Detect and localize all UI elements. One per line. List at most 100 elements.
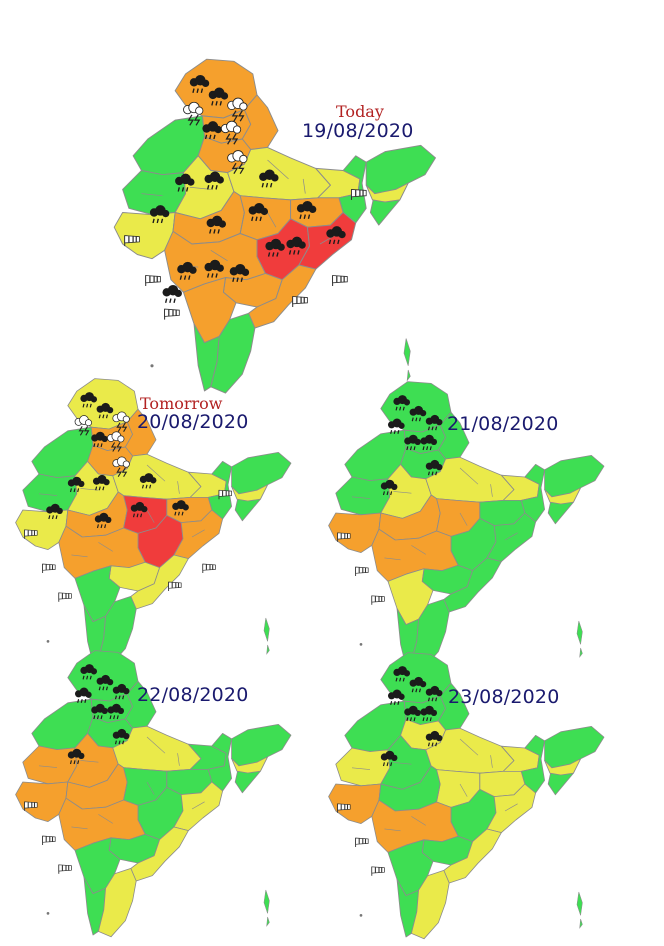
- district-border: [315, 168, 331, 186]
- district-border: [459, 467, 479, 485]
- rain-cloud-icon: [91, 431, 108, 448]
- district-border: [123, 781, 128, 801]
- island: [263, 889, 270, 914]
- windsock-icon: [332, 275, 348, 286]
- region-assam_band: [365, 182, 409, 203]
- district-border: [501, 474, 515, 490]
- rain-cloud-icon: [149, 205, 170, 224]
- region-odisha: [298, 212, 357, 270]
- district-border: [420, 494, 432, 512]
- island: [406, 369, 411, 382]
- region-rajasthan_w: [22, 473, 78, 513]
- rain-cloud-icon: [393, 666, 411, 682]
- district-border: [146, 736, 166, 754]
- district-border: [188, 471, 202, 487]
- district-border: [80, 760, 99, 763]
- district-border: [137, 547, 146, 563]
- district-border: [393, 491, 412, 494]
- district-border: [459, 783, 468, 797]
- island: [263, 617, 270, 642]
- district-border: [411, 545, 426, 555]
- island-dot: [46, 640, 50, 643]
- rain-cloud-icon: [208, 87, 229, 106]
- district-border: [223, 277, 226, 293]
- windsock-icon: [355, 566, 369, 576]
- rain-cloud-icon: [74, 687, 92, 703]
- region-andhra: [130, 826, 189, 882]
- rain-cloud-icon: [92, 474, 110, 491]
- rain-cloud-icon: [96, 402, 114, 419]
- windsock-icon: [292, 296, 308, 307]
- district-border: [172, 212, 176, 232]
- date-label-day-4: 22/08/2020: [137, 684, 249, 706]
- rain-cloud-icon: [286, 236, 306, 255]
- district-border: [393, 762, 412, 765]
- region-rajasthan_w: [335, 747, 391, 787]
- district-border: [396, 879, 407, 896]
- island: [579, 918, 583, 929]
- rain-cloud-icon: [130, 501, 148, 518]
- india-map: [328, 652, 605, 940]
- india-map: [328, 381, 605, 669]
- rain-cloud-icon: [387, 689, 405, 705]
- district-border: [384, 557, 401, 561]
- region-northeast: [231, 723, 292, 794]
- map-day-3: [325, 378, 609, 675]
- district-border: [108, 565, 112, 579]
- windsock-icon: [371, 866, 385, 876]
- rain-cloud-icon: [177, 261, 197, 280]
- rain-cloud-icon: [409, 676, 427, 693]
- region-assam_band: [544, 487, 581, 505]
- region-odisha: [486, 783, 536, 834]
- rain-cloud-icon: [94, 512, 112, 529]
- map-today: [110, 55, 442, 402]
- district-border: [378, 783, 382, 801]
- india-map: [15, 378, 292, 666]
- windsock-icon: [124, 235, 140, 247]
- island-dot: [46, 912, 50, 915]
- rain-cloud-icon: [380, 750, 398, 767]
- region-andhra: [248, 264, 317, 329]
- date-label-day-3: 21/08/2020: [447, 413, 559, 435]
- windsock-icon: [337, 803, 351, 813]
- rain-cloud-icon: [404, 434, 421, 451]
- region-gujarat: [15, 781, 69, 823]
- date-label-day-5: 23/08/2020: [448, 686, 560, 708]
- thunderstorm-cloud-icon: [183, 101, 204, 126]
- rain-cloud-icon: [80, 392, 98, 408]
- region-tamilnadu: [210, 312, 256, 394]
- district-border: [421, 568, 425, 582]
- island: [579, 647, 583, 658]
- district-border: [98, 814, 113, 824]
- rain-cloud-icon: [259, 169, 279, 188]
- date-label-tomorrow: 20/08/2020: [137, 411, 249, 433]
- map-day-5: [325, 649, 609, 946]
- district-border: [38, 765, 58, 768]
- district-border: [65, 509, 69, 527]
- region-odisha: [173, 509, 223, 560]
- rain-cloud-icon: [204, 259, 224, 278]
- rain-cloud-icon: [139, 473, 157, 489]
- region-tamilnadu: [97, 867, 137, 938]
- windsock-icon: [202, 563, 216, 573]
- district-border: [87, 733, 99, 747]
- district-border: [411, 816, 426, 826]
- district-border: [65, 781, 69, 799]
- rain-cloud-icon: [162, 284, 182, 303]
- region-tamilnadu: [410, 869, 450, 940]
- map-day-4: [12, 647, 296, 944]
- thunderstorm-cloud-icon: [74, 415, 93, 436]
- district-border: [191, 801, 205, 810]
- district-border: [107, 491, 119, 509]
- date-label-today: 19/08/2020: [302, 120, 414, 142]
- district-border: [146, 509, 155, 523]
- windsock-icon: [337, 532, 351, 542]
- district-border: [490, 755, 493, 768]
- district-border: [302, 178, 306, 194]
- region-northeast: [544, 725, 605, 796]
- tomorrow-label: Tomorrow: [140, 394, 223, 413]
- district-border: [384, 828, 401, 832]
- district-border: [71, 554, 88, 558]
- windsock-icon: [24, 529, 38, 539]
- rain-cloud-icon: [189, 74, 210, 93]
